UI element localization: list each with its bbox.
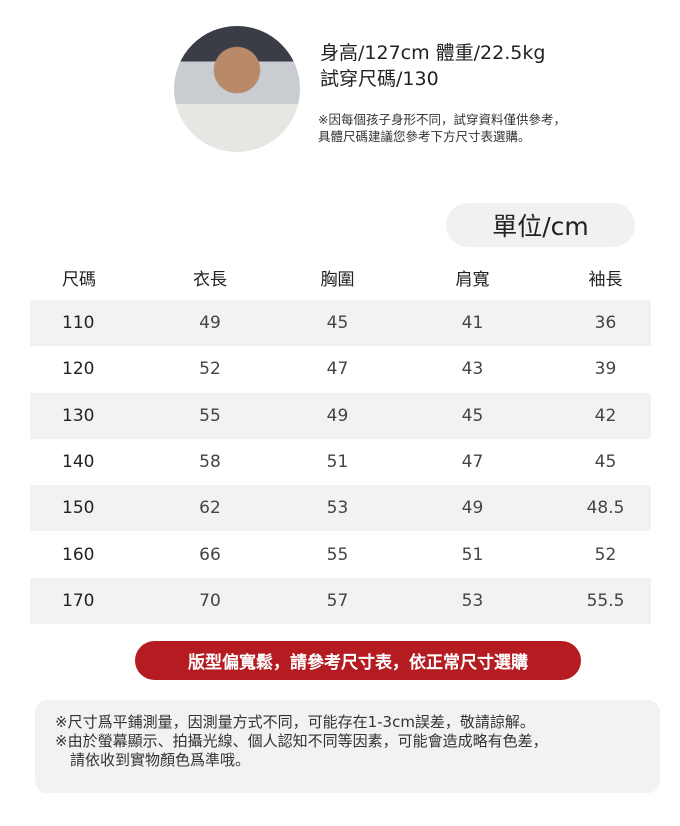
table-header: 尺碼 衣長 胸圍 肩寬 袖長 [30,255,651,300]
table-row: 160 66 55 51 52 [30,531,651,577]
table-row: 110 49 45 41 36 [30,300,651,347]
notes-box: ※尺寸爲平鋪測量，因測量方式不同，可能存在1-3cm誤差，敬請諒解。 ※由於螢幕… [35,700,660,793]
value-cell: 47 [326,359,349,380]
value-cell: 49 [199,313,221,334]
note-line: 請依收到實物顏色爲準哦。 [70,751,251,769]
size-cell: 140 [62,452,95,473]
value-cell: 51 [326,452,349,473]
value-cell: 51 [461,544,484,565]
value-cell: 45 [594,452,617,473]
value-cell: 49 [326,405,349,426]
size-table: 尺碼 衣長 胸圍 肩寬 袖長 110 49 45 41 36 120 52 47 43 39 130… [30,255,651,625]
size-cell: 150 [62,498,95,519]
value-cell: 70 [199,590,221,611]
value-cell: 52 [594,544,617,565]
header-cell: 袖長 [588,270,623,290]
size-tried: 試穿尺碼/130 [320,68,439,90]
size-cell: 170 [62,590,95,611]
value-cell: 39 [594,359,617,380]
table-row: 140 58 51 47 45 [30,439,651,485]
value-cell: 66 [199,544,221,565]
model-photo [174,26,300,152]
header-cell: 衣長 [193,270,227,290]
value-cell: 47 [461,452,484,473]
value-cell: 53 [461,590,484,611]
model-note-line: ※因每個孩子身形不同，試穿資料僅供參考， [318,112,566,127]
header-cell: 胸圍 [320,270,355,290]
size-cell: 160 [62,544,95,565]
height-weight: 身高/127cm 體重/22.5kg [320,42,546,64]
model-info: 身高/127cm 體重/22.5kg 試穿尺碼/130 [320,40,545,92]
value-cell: 55 [199,405,221,426]
value-cell: 62 [199,498,221,519]
note-line: ※由於螢幕顯示、拍攝光線、個人認知不同等因素，可能會造成略有色差， [55,732,548,750]
value-cell: 45 [326,313,349,334]
table-row: 130 55 49 45 42 [30,392,651,439]
size-cell: 120 [62,359,95,380]
header-cell: 肩寬 [455,270,490,290]
value-cell: 41 [461,313,484,334]
value-cell: 55.5 [586,590,625,611]
header-cell: 尺碼 [62,270,96,290]
table-row: 170 70 57 53 55.5 [30,577,651,625]
value-cell: 57 [326,590,349,611]
value-cell: 52 [199,359,221,380]
value-cell: 45 [461,405,484,426]
model-note: ※因每個孩子身形不同，試穿資料僅供參考， 具體尺碼建議您參考下方尺寸表選購。 [318,111,566,145]
size-cell: 110 [62,313,95,334]
unit-label: 單位/cm [446,203,635,247]
note-line: ※尺寸爲平鋪測量，因測量方式不同，可能存在1-3cm誤差，敬請諒解。 [55,713,535,731]
value-cell: 42 [594,405,617,426]
value-cell: 58 [199,452,221,473]
fit-banner: 版型偏寬鬆，請參考尺寸表，依正常尺寸選購 [135,641,581,680]
value-cell: 48.5 [586,498,625,519]
value-cell: 43 [461,359,484,380]
table-row: 120 52 47 43 39 [30,346,651,392]
value-cell: 36 [594,313,617,334]
value-cell: 53 [326,498,349,519]
size-cell: 130 [62,405,95,426]
value-cell: 55 [326,544,349,565]
model-note-line: 具體尺碼建議您參考下方尺寸表選購。 [318,129,531,144]
value-cell: 49 [461,498,484,519]
table-row: 150 62 53 49 48.5 [30,485,651,532]
